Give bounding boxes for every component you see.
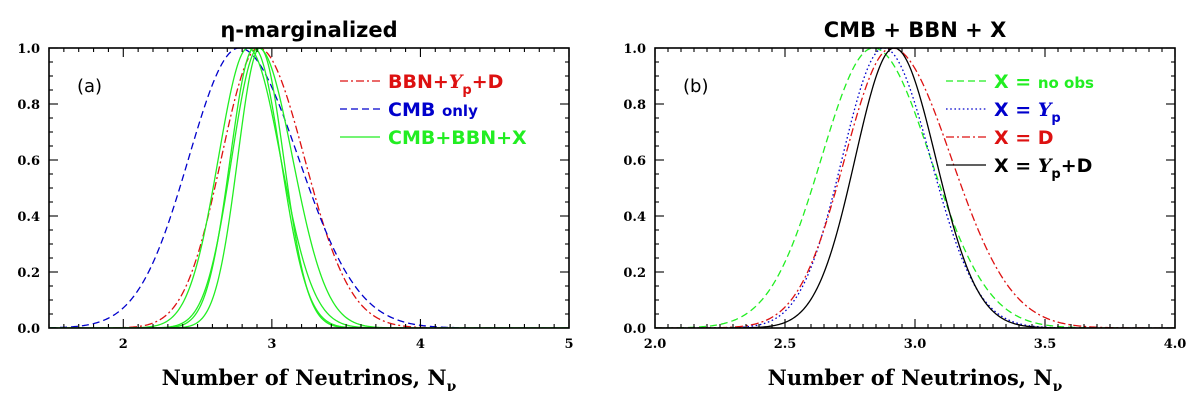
series-line-bbn-yp-d — [49, 48, 569, 328]
y-tick-label: 0.2 — [623, 266, 646, 281]
legend-text-part: +D — [472, 71, 504, 93]
legend-text-part: CMB — [388, 99, 442, 121]
y-tick-label: 0.8 — [623, 98, 646, 113]
x-tick-label: 5 — [564, 337, 573, 352]
legend-text-part: Y — [1038, 99, 1054, 121]
x-tick-label: 3.5 — [1034, 337, 1057, 352]
legend-text-part: p — [1051, 167, 1060, 182]
panel-label: (b) — [683, 76, 708, 97]
y-tick-label: 1.0 — [17, 42, 40, 57]
legend-label-bbn-yp-d: BBN+Yp+D — [388, 71, 503, 98]
x-tick-label: 3 — [267, 337, 276, 352]
y-tick-label: 0.4 — [17, 210, 40, 225]
legend-text-part: CMB+BBN+X — [388, 127, 527, 149]
series-group — [655, 48, 1175, 328]
x-axis-label: Number of Neutrinos, Nν — [162, 365, 457, 395]
x-tick-label: 3.0 — [904, 337, 927, 352]
legend-text-part: +D — [1061, 155, 1093, 177]
series-line-cmb-only — [49, 48, 569, 328]
panel-label: (a) — [77, 76, 102, 97]
panel-b: CMB + BBN + X 2.0 2.5 3.0 3.5 4.0 0.0 0.2 0.4 0.6… — [623, 18, 1186, 395]
series-line-x-d — [655, 48, 1175, 328]
x-tick-label: 2.0 — [644, 337, 667, 352]
x-tick-label: 2.5 — [774, 337, 797, 352]
x-axis-label: Number of Neutrinos, Nν — [768, 365, 1063, 395]
legend-label-cmb-only: CMB only — [388, 99, 478, 121]
legend-label-cmb-bbn-x: CMB+BBN+X — [388, 127, 527, 149]
legend-text-part: p — [462, 83, 471, 98]
chart-title: η-marginalized — [220, 18, 397, 42]
chart-title: CMB + BBN + X — [824, 18, 1007, 42]
panel-a: η-marginalized 2 3 4 5 0.0 0.2 0.4 0.6 0.8 1.0 Numb… — [17, 18, 573, 395]
y-tick-label: 0.6 — [17, 154, 40, 169]
series-line-x-yp — [655, 48, 1175, 328]
y-tick-label: 0.0 — [623, 322, 646, 337]
x-axis-label-text: Number of Neutrinos, N — [162, 365, 447, 390]
legend-text-part: X = — [994, 99, 1038, 121]
x-tick-label: 2 — [119, 337, 128, 352]
plot-frame — [654, 47, 1176, 329]
legend-label-x-yp: X = Yp — [994, 99, 1061, 126]
legend-text-part: no obs — [1038, 74, 1094, 92]
series-line-x-no-obs — [655, 48, 1175, 328]
y-tick-label: 0.2 — [17, 266, 40, 281]
x-axis-label-text: Number of Neutrinos, N — [768, 365, 1053, 390]
legend-text-part: only — [442, 102, 478, 120]
series-line-cmb-bbn-x-yp-d — [49, 48, 569, 328]
legend-text-part: p — [1051, 111, 1060, 126]
y-tick-label: 0.0 — [17, 322, 40, 337]
y-tick-label: 1.0 — [623, 42, 646, 57]
x-tick-label: 4.0 — [1164, 337, 1187, 352]
legend-text-part: X = — [994, 71, 1038, 93]
legend-label-x-yp-d: X = Yp+D — [994, 155, 1092, 182]
legend-text-part: X = D — [994, 127, 1054, 149]
legend-text-part: BBN+ — [388, 71, 449, 93]
legend-label-x-no-obs: X = no obs — [994, 71, 1094, 93]
x-tick-label: 4 — [416, 337, 425, 352]
legend-text-part: Y — [449, 71, 465, 93]
legend-label-x-d: X = D — [994, 127, 1054, 149]
legend-text-part: X = — [994, 155, 1038, 177]
y-tick-label: 0.8 — [17, 98, 40, 113]
y-tick-label: 0.4 — [623, 210, 646, 225]
series-line-x-yp-d — [655, 48, 1175, 328]
y-tick-label: 0.6 — [623, 154, 646, 169]
legend-text-part: Y — [1038, 155, 1054, 177]
x-axis-label-subscript: ν — [447, 379, 457, 395]
x-axis-label-subscript: ν — [1053, 379, 1063, 395]
